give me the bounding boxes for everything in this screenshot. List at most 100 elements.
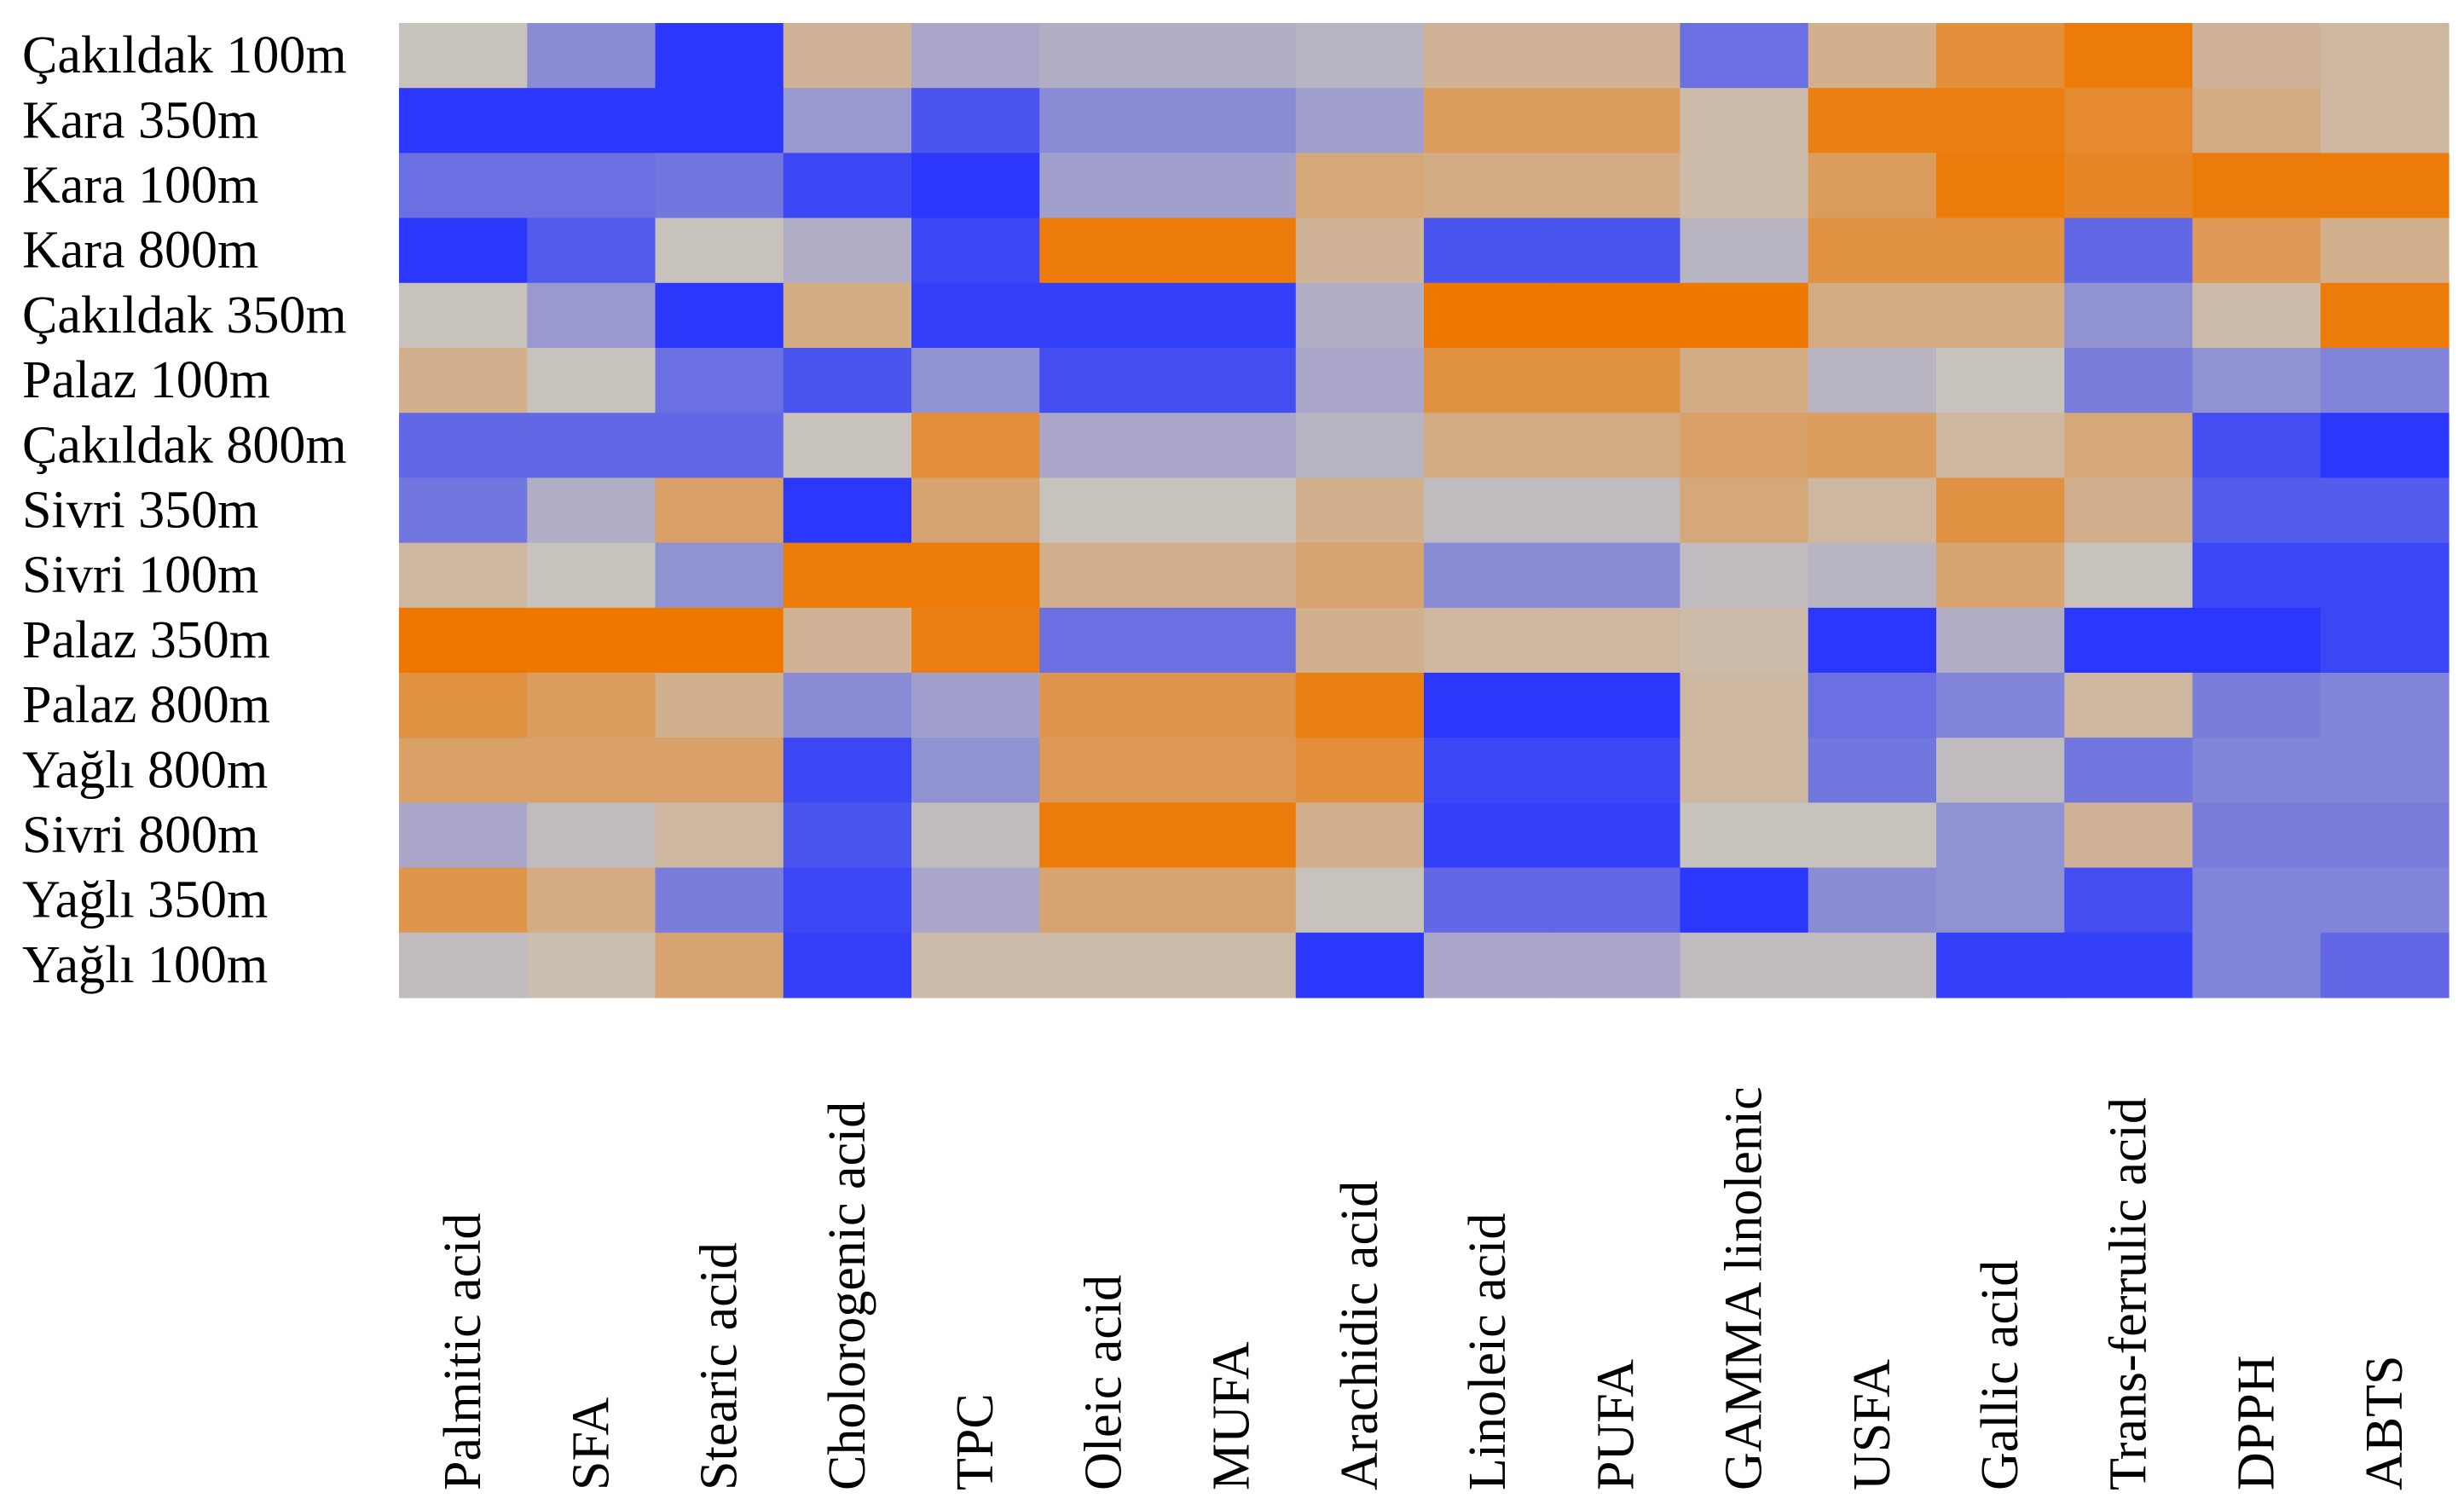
heatmap-cell [1552,477,1681,544]
heatmap-cell [2320,607,2450,674]
heatmap-cell [1424,738,1553,803]
heatmap-cell [1808,542,1937,609]
heatmap-cell [1808,738,1937,803]
heatmap-cell [1295,348,1425,414]
heatmap-cell [1167,607,1297,674]
heatmap-cell [1295,477,1425,544]
heatmap-cell [2320,867,2450,934]
row-label: Sivri 100m [22,547,258,605]
heatmap-cell [1039,477,1169,544]
row-label: Yağlı 100m [22,936,268,994]
heatmap-cell [2320,477,2450,544]
heatmap-cell [655,867,784,934]
heatmap-cell [2064,88,2194,153]
row-label: Palaz 350m [22,611,270,669]
heatmap-cell [1936,477,2065,544]
heatmap-cell [1552,413,1681,478]
row-label: Kara 100m [22,157,258,215]
heatmap-cell [2192,867,2322,934]
heatmap-cell [1808,88,1937,153]
heatmap-cell [1424,23,1553,89]
heatmap-cell [783,932,912,998]
heatmap-cell [1167,738,1297,803]
heatmap-cell [2320,282,2450,349]
column-label: TPC [946,1393,1004,1490]
heatmap-cell [1167,867,1297,934]
heatmap-cell [399,542,528,609]
column-label: Gallic acid [1971,1260,2029,1490]
heatmap-cell [1167,23,1297,89]
heatmap-cell [1552,607,1681,674]
heatmap-cell [1039,413,1169,478]
heatmap-cell [1808,23,1937,89]
heatmap-cell [1039,738,1169,803]
heatmap-cell [1680,802,1809,869]
row-label: Çakıldak 800m [22,416,347,474]
heatmap-cell [2064,932,2194,998]
heatmap-cell [911,542,1040,609]
heatmap-cell [527,23,656,89]
heatmap-cell [1808,153,1937,219]
column-label: Palmitic acid [434,1213,492,1490]
heatmap-cell [1039,282,1169,349]
heatmap-cell [1295,673,1425,738]
heatmap-cell [1424,673,1553,738]
heatmap-cell [1680,607,1809,674]
heatmap-cell [2192,88,2322,153]
heatmap-cell [1680,932,1809,998]
heatmap-cell [527,153,656,219]
heatmap-cell [911,802,1040,869]
row-label: Palaz 800m [22,676,270,734]
heatmap-cell [2064,867,2194,934]
heatmap-cell [1808,607,1937,674]
heatmap-cell [655,542,784,609]
heatmap-cell [1295,282,1425,349]
heatmap-cell [783,867,912,934]
column-label: ABTS [2356,1356,2414,1490]
column-label: PUFA [1587,1359,1645,1490]
heatmap-cell [783,217,912,284]
heatmap-cell [1295,867,1425,934]
heatmap-cell [1167,88,1297,153]
heatmap-cell [783,542,912,609]
heatmap-cell [2064,413,2194,478]
heatmap-cell [2064,673,2194,738]
heatmap-cell [2192,477,2322,544]
heatmap-cell [1680,673,1809,738]
heatmap-cell [783,282,912,349]
heatmap-cell [399,88,528,153]
heatmap-cell [1039,607,1169,674]
heatmap-cell [1680,23,1809,89]
heatmap-cell [1424,282,1553,349]
heatmap-cell [1552,282,1681,349]
heatmap-cell [1936,738,2065,803]
heatmap-cell [1295,23,1425,89]
heatmap-cell [783,88,912,153]
heatmap-cell [399,217,528,284]
heatmap-cell [911,607,1040,674]
heatmap-cell [2064,607,2194,674]
heatmap-cell [1936,348,2065,414]
heatmap-cell [1808,477,1937,544]
column-label: DPPH [2228,1355,2286,1490]
heatmap-cell [2192,282,2322,349]
heatmap-cell [1167,282,1297,349]
heatmap-cell [1552,802,1681,869]
heatmap-cell [1936,542,2065,609]
heatmap-cell [399,282,528,349]
heatmap-cell [399,867,528,934]
heatmap-cell [1936,413,2065,478]
heatmap-cell [2192,348,2322,414]
heatmap-cell [399,23,528,89]
heatmap-cell [655,607,784,674]
heatmap-cell [2192,607,2322,674]
heatmap-cell [399,153,528,219]
column-labels: Palmitic acid SFA Stearic acid Cholorogenic… [434,1086,2414,1490]
heatmap-cell [1039,932,1169,998]
heatmap-cell [2064,153,2194,219]
heatmap-cell [1424,932,1553,998]
heatmap-cell [1552,673,1681,738]
heatmap-cell [783,802,912,869]
heatmap-cell [1680,217,1809,284]
heatmap-cell [655,153,784,219]
